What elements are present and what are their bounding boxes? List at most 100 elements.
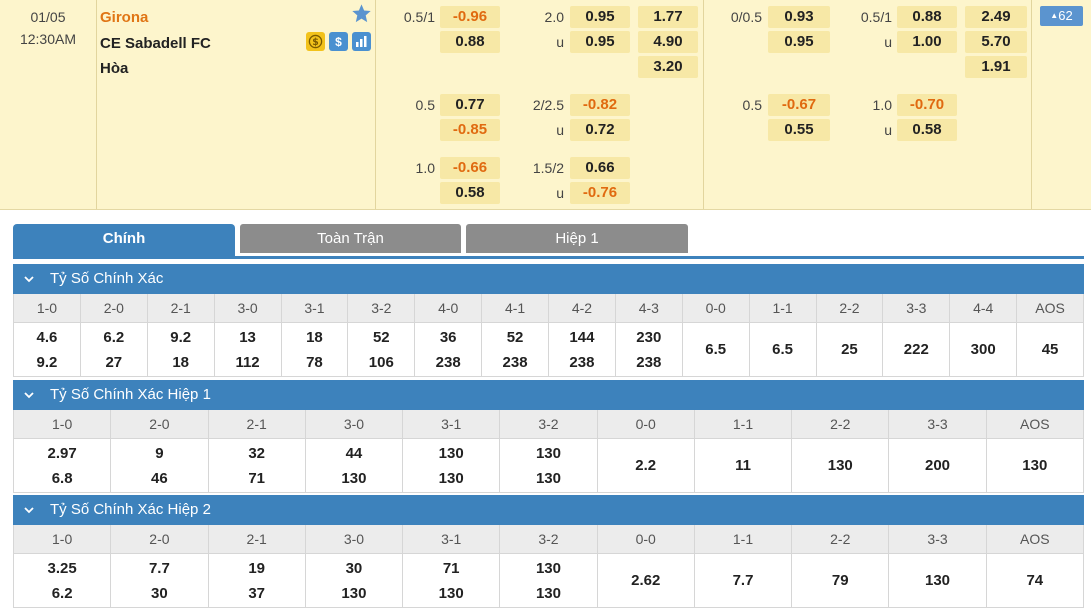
score-odds-reverse-value[interactable]: 6.8 bbox=[51, 469, 73, 487]
score-odds-reverse-value[interactable]: 112 bbox=[235, 353, 260, 371]
score-odds-cell[interactable]: 19 37 bbox=[208, 554, 305, 608]
score-odds-cell[interactable]: 25 bbox=[816, 323, 883, 377]
score-odds-value[interactable]: 6.5 bbox=[772, 341, 793, 358]
score-odds-value[interactable]: 130 bbox=[1022, 457, 1048, 474]
score-odds-reverse-value[interactable]: 71 bbox=[248, 469, 265, 487]
score-odds-cell[interactable]: 230 238 bbox=[615, 323, 682, 377]
score-odds-reverse-value[interactable]: 37 bbox=[248, 584, 265, 602]
score-odds-value[interactable]: 7.7 bbox=[148, 559, 170, 577]
score-odds-cell[interactable]: 130 130 bbox=[403, 439, 500, 493]
ft-ou-over-odds[interactable]: 0.95 bbox=[570, 6, 630, 28]
score-odds-cell[interactable]: 79 bbox=[792, 554, 889, 608]
score-odds-cell[interactable]: 7.7 bbox=[694, 554, 792, 608]
tab-first-half[interactable]: Hiệp 1 bbox=[466, 224, 688, 253]
score-odds-value[interactable]: 130 bbox=[925, 572, 951, 589]
score-odds-value[interactable]: 2.2 bbox=[635, 457, 657, 474]
score-odds-reverse-value[interactable]: 30 bbox=[151, 584, 168, 602]
score-odds-cell[interactable]: 2.97 6.8 bbox=[14, 439, 111, 493]
section-header[interactable]: Tỷ Số Chính Xác bbox=[13, 264, 1084, 294]
ft-1x2-home-odds[interactable]: 1.77 bbox=[638, 6, 698, 28]
score-odds-cell[interactable]: 9.2 18 bbox=[147, 323, 214, 377]
score-odds-cell[interactable]: 130 130 bbox=[500, 554, 597, 608]
score-odds-cell[interactable]: 300 bbox=[950, 323, 1017, 377]
score-odds-cell[interactable]: 45 bbox=[1017, 323, 1083, 377]
ft-ou-under-odds[interactable]: -0.76 bbox=[570, 182, 630, 204]
more-markets-button[interactable]: ▲62 bbox=[1040, 6, 1083, 26]
score-odds-cell[interactable]: 2.2 bbox=[597, 439, 694, 493]
score-odds-value[interactable]: 11 bbox=[735, 457, 751, 474]
score-odds-cell[interactable]: 3.25 6.2 bbox=[14, 554, 111, 608]
score-odds-value[interactable]: 79 bbox=[831, 572, 849, 589]
score-odds-reverse-value[interactable]: 18 bbox=[172, 353, 190, 371]
score-odds-cell[interactable]: 7.7 30 bbox=[111, 554, 208, 608]
ft-hdp-away-odds[interactable]: 0.58 bbox=[440, 182, 500, 204]
score-odds-value[interactable]: 7.7 bbox=[732, 572, 754, 589]
ft-hdp-away-odds[interactable]: -0.85 bbox=[440, 119, 500, 141]
score-odds-value[interactable]: 45 bbox=[1041, 341, 1059, 358]
h1-hdp-home-odds[interactable]: -0.67 bbox=[768, 94, 830, 116]
score-odds-reverse-value[interactable]: 46 bbox=[151, 469, 168, 487]
score-odds-cell[interactable]: 6.5 bbox=[682, 323, 749, 377]
tab-main[interactable]: Chính bbox=[13, 224, 235, 257]
dollar-coin-icon[interactable]: $ bbox=[306, 32, 325, 51]
score-odds-cell[interactable]: 130 bbox=[889, 554, 986, 608]
score-odds-value[interactable]: 13 bbox=[239, 328, 256, 346]
h1-ou-under-odds[interactable]: 0.58 bbox=[897, 119, 957, 141]
score-odds-value[interactable]: 32 bbox=[248, 444, 265, 462]
h1-ou-over-odds[interactable]: 0.88 bbox=[897, 6, 957, 28]
h1-ou-over-odds[interactable]: -0.70 bbox=[897, 94, 957, 116]
score-odds-reverse-value[interactable]: 130 bbox=[341, 469, 367, 487]
score-odds-value[interactable]: 9 bbox=[155, 444, 164, 462]
score-odds-reverse-value[interactable]: 78 bbox=[306, 353, 323, 371]
score-odds-reverse-value[interactable]: 130 bbox=[341, 584, 367, 602]
ft-hdp-away-odds[interactable]: 0.88 bbox=[440, 31, 500, 53]
ft-hdp-home-odds[interactable]: -0.96 bbox=[440, 6, 500, 28]
score-odds-value[interactable]: 2.97 bbox=[47, 444, 77, 462]
score-odds-value[interactable]: 130 bbox=[438, 444, 464, 462]
score-odds-cell[interactable]: 30 130 bbox=[305, 554, 403, 608]
ft-1x2-draw-odds[interactable]: 3.20 bbox=[638, 56, 698, 78]
home-team[interactable]: Girona bbox=[100, 9, 149, 26]
score-odds-cell[interactable]: 36 238 bbox=[415, 323, 482, 377]
score-odds-reverse-value[interactable]: 9.2 bbox=[36, 353, 58, 371]
ft-hdp-home-odds[interactable]: 0.77 bbox=[440, 94, 500, 116]
score-odds-reverse-value[interactable]: 130 bbox=[535, 469, 561, 487]
score-odds-value[interactable]: 19 bbox=[248, 559, 265, 577]
score-odds-value[interactable]: 74 bbox=[1026, 572, 1044, 589]
score-odds-reverse-value[interactable]: 6.2 bbox=[51, 584, 73, 602]
score-odds-value[interactable]: 44 bbox=[345, 444, 363, 462]
score-odds-cell[interactable]: 13 112 bbox=[214, 323, 281, 377]
score-odds-value[interactable]: 52 bbox=[506, 328, 524, 346]
h1-hdp-away-odds[interactable]: 0.55 bbox=[768, 119, 830, 141]
ft-1x2-away-odds[interactable]: 4.90 bbox=[638, 31, 698, 53]
score-odds-value[interactable]: 3.25 bbox=[47, 559, 77, 577]
score-odds-cell[interactable]: 11 bbox=[694, 439, 792, 493]
score-odds-cell[interactable]: 130 130 bbox=[500, 439, 597, 493]
tab-full-match[interactable]: Toàn Trận bbox=[240, 224, 461, 253]
score-odds-cell[interactable]: 9 46 bbox=[111, 439, 208, 493]
score-odds-reverse-value[interactable]: 130 bbox=[438, 584, 464, 602]
score-odds-value[interactable]: 230 bbox=[636, 328, 662, 346]
score-odds-cell[interactable]: 2.62 bbox=[597, 554, 694, 608]
score-odds-reverse-value[interactable]: 238 bbox=[435, 353, 461, 371]
score-odds-value[interactable]: 130 bbox=[827, 457, 853, 474]
score-odds-cell[interactable]: 74 bbox=[986, 554, 1083, 608]
score-odds-reverse-value[interactable]: 106 bbox=[368, 353, 394, 371]
score-odds-value[interactable]: 2.62 bbox=[631, 572, 661, 589]
h1-1x2-draw-odds[interactable]: 1.91 bbox=[965, 56, 1027, 78]
score-odds-cell[interactable]: 144 238 bbox=[549, 323, 615, 377]
score-odds-value[interactable]: 300 bbox=[970, 341, 996, 358]
score-odds-reverse-value[interactable]: 238 bbox=[569, 353, 595, 371]
bar-chart-icon[interactable] bbox=[352, 32, 371, 51]
h1-1x2-home-odds[interactable]: 2.49 bbox=[965, 6, 1027, 28]
score-odds-cell[interactable]: 4.6 9.2 bbox=[14, 323, 80, 377]
section-header[interactable]: Tỷ Số Chính Xác Hiệp 2 bbox=[13, 495, 1084, 525]
score-odds-value[interactable]: 130 bbox=[535, 559, 561, 577]
score-odds-value[interactable]: 71 bbox=[442, 559, 460, 577]
score-odds-reverse-value[interactable]: 238 bbox=[502, 353, 528, 371]
score-odds-cell[interactable]: 222 bbox=[883, 323, 950, 377]
score-odds-value[interactable]: 200 bbox=[925, 457, 951, 474]
score-odds-value[interactable]: 4.6 bbox=[36, 328, 58, 346]
score-odds-value[interactable]: 9.2 bbox=[170, 328, 192, 346]
ft-ou-under-odds[interactable]: 0.72 bbox=[570, 119, 630, 141]
